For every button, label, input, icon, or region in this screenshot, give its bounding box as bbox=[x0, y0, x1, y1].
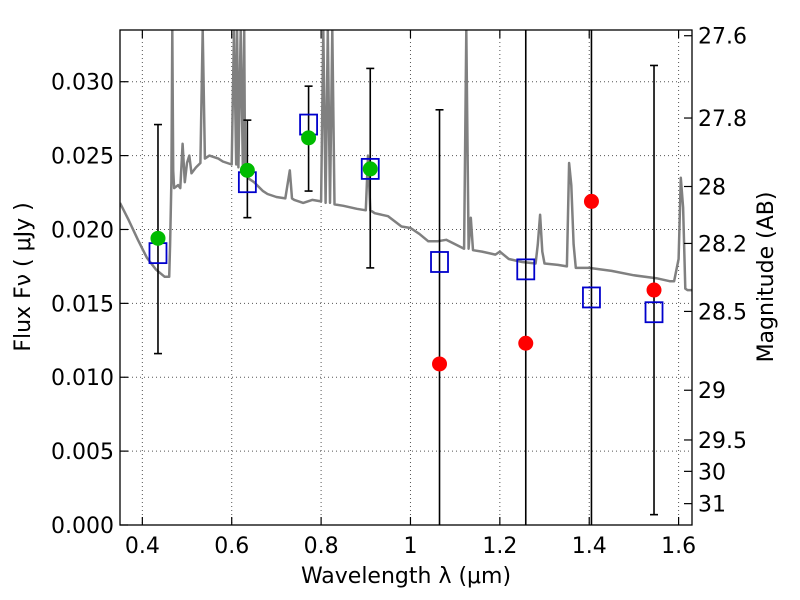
nondetection-point bbox=[432, 356, 448, 372]
model-flux-markers bbox=[148, 113, 664, 324]
plot-background bbox=[120, 30, 692, 525]
x-tick-label: 0.4 bbox=[125, 534, 160, 559]
model-flux-box bbox=[430, 251, 449, 273]
y2-tick-label: 27.6 bbox=[698, 25, 747, 50]
y-tick-label: 0.015 bbox=[51, 292, 114, 317]
y2-tick-label: 29.5 bbox=[698, 429, 747, 454]
y-tick-label: 0.005 bbox=[51, 440, 114, 465]
x-axis-ticks: 0.4 0.6 0.8 1 1.2 1.4 1.6 bbox=[125, 30, 696, 559]
y2-tick-label: 31 bbox=[698, 493, 726, 518]
observed-points bbox=[150, 130, 662, 372]
x-tick-label: 1.4 bbox=[572, 534, 607, 559]
model-flux-box bbox=[516, 258, 536, 281]
y-tick-label: 0.020 bbox=[51, 218, 114, 243]
y2-tick-label: 28.2 bbox=[698, 232, 747, 257]
x-axis-title: Wavelength λ (μm) bbox=[301, 564, 511, 589]
y-tick-label: 0.000 bbox=[51, 514, 114, 539]
model-flux-box bbox=[582, 286, 601, 309]
model-spectrum-line bbox=[120, 30, 692, 292]
y2-tick-label: 30 bbox=[698, 460, 726, 485]
detection-point bbox=[301, 130, 317, 146]
x-tick-label: 1.6 bbox=[661, 534, 696, 559]
y-tick-label: 0.010 bbox=[51, 366, 114, 391]
y-axis-ticks: 0.000 0.005 0.010 0.015 0.020 0.025 0.030 bbox=[51, 71, 128, 539]
y-tick-label: 0.030 bbox=[51, 71, 114, 96]
model-spectrum bbox=[120, 30, 692, 292]
x-tick-label: 0.8 bbox=[304, 534, 339, 559]
y2-tick-label: 28.5 bbox=[698, 300, 747, 325]
x-tick-label: 1.2 bbox=[482, 534, 517, 559]
y2-tick-label: 29 bbox=[698, 379, 726, 404]
y2-tick-label: 28 bbox=[698, 175, 726, 200]
y2-axis-title: Magnitude (AB) bbox=[754, 192, 779, 363]
x-tick-label: 0.6 bbox=[214, 534, 249, 559]
y-tick-label: 0.025 bbox=[51, 145, 114, 170]
detection-point bbox=[362, 161, 378, 177]
y2-axis-ticks: 27.6 27.8 28 28.2 28.5 29 29.5 30 31 bbox=[684, 25, 747, 518]
y-axis-title: Flux Fν ( μJy ) bbox=[11, 202, 36, 351]
model-flux-box bbox=[644, 301, 664, 324]
detection-point bbox=[239, 162, 255, 178]
detection-point bbox=[150, 230, 166, 246]
nondetection-point bbox=[646, 282, 662, 298]
plot-frame bbox=[119, 29, 693, 526]
model-flux-box bbox=[360, 157, 380, 180]
y2-tick-label: 27.8 bbox=[698, 107, 747, 132]
nondetection-point bbox=[583, 193, 599, 209]
nondetection-point bbox=[518, 335, 534, 351]
x-tick-label: 1 bbox=[403, 534, 417, 559]
